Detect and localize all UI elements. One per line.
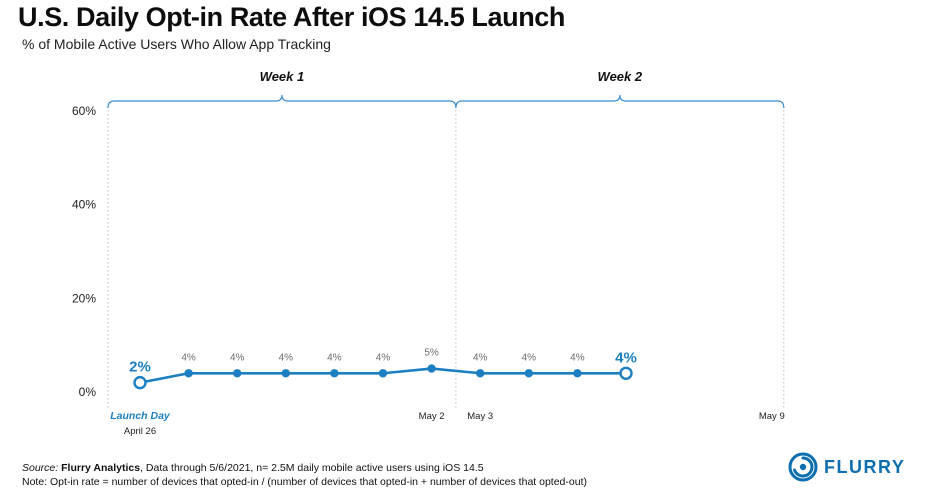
data-label: 2% — [129, 359, 151, 376]
data-point — [330, 369, 339, 378]
source-label: Source: — [22, 462, 59, 474]
y-tick-label: 60% — [72, 104, 96, 118]
week-bracket — [107, 94, 457, 109]
data-label: 4% — [279, 352, 294, 363]
data-label: 4% — [522, 352, 537, 363]
data-point — [427, 364, 436, 373]
chart-title: U.S. Daily Opt-in Rate After iOS 14.5 La… — [18, 2, 566, 32]
data-point — [524, 369, 533, 378]
week-label: Week 1 — [260, 69, 305, 84]
source-line: Source: Flurry Analytics, Data through 5… — [22, 461, 587, 475]
y-tick-label: 20% — [72, 291, 96, 305]
logo-text: FLURRY — [824, 456, 906, 477]
x-tick-sublabel: Launch Day — [110, 410, 171, 422]
week-bracket — [455, 94, 785, 109]
y-tick-label: 0% — [79, 385, 97, 399]
data-label: 4% — [230, 352, 245, 363]
x-tick-label: May 2 — [419, 411, 445, 422]
x-tick-label: April 26 — [124, 426, 156, 437]
chart-subtitle: % of Mobile Active Users Who Allow App T… — [22, 36, 331, 52]
flurry-swirl-icon — [788, 452, 818, 482]
data-point — [573, 369, 582, 378]
data-label: 4% — [376, 352, 391, 363]
data-label: 5% — [424, 348, 439, 359]
source-name: Flurry Analytics — [61, 462, 141, 474]
source-detail: , Data through 5/6/2021, n= 2.5M daily m… — [140, 462, 484, 474]
data-label: 4% — [473, 352, 488, 363]
x-tick-label: May 3 — [467, 411, 493, 422]
data-point — [378, 369, 388, 378]
data-label: 4% — [327, 352, 342, 363]
note-line: Note: Opt-in rate = number of devices th… — [22, 476, 587, 488]
chart-footer: Source: Flurry Analytics, Data through 5… — [22, 461, 587, 489]
data-point — [133, 375, 147, 390]
data-label: 4% — [570, 352, 585, 363]
data-point — [619, 366, 633, 380]
week-label: Week 2 — [598, 69, 643, 84]
data-point — [233, 369, 242, 378]
data-label: 4% — [181, 352, 196, 363]
x-tick-label: May 9 — [759, 411, 785, 422]
data-point — [281, 369, 290, 378]
flurry-logo: FLURRY — [788, 452, 905, 482]
data-point — [184, 369, 193, 378]
data-label: 4% — [615, 349, 637, 366]
y-tick-label: 40% — [72, 198, 96, 212]
data-point — [476, 369, 485, 378]
